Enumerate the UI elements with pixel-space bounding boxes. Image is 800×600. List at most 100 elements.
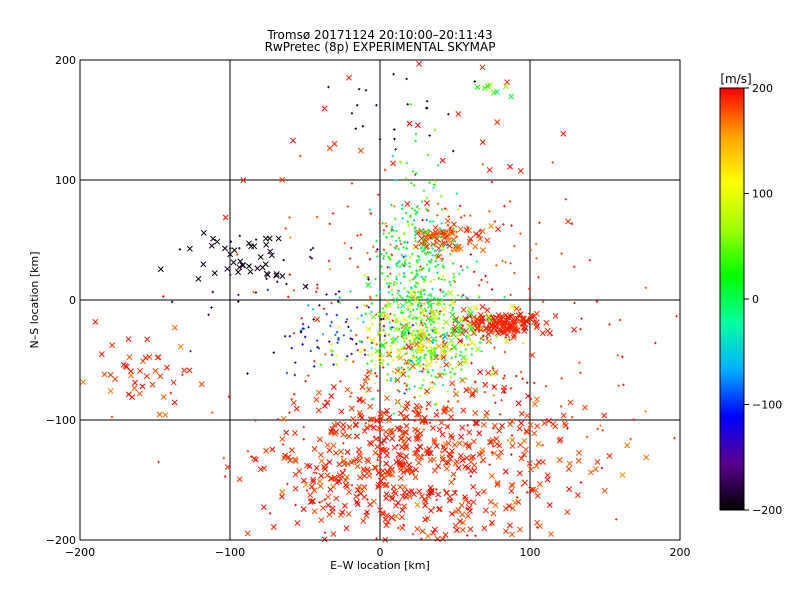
scatter-point <box>439 288 442 291</box>
scatter-point <box>466 225 469 229</box>
scatter-point <box>351 338 354 341</box>
scatter-point <box>477 284 481 287</box>
scatter-point <box>424 275 427 279</box>
scatter-point <box>129 394 136 401</box>
x-tick-label: 0 <box>377 546 384 559</box>
scatter-point <box>427 269 431 272</box>
scatter-point <box>387 333 391 336</box>
scatter-point <box>462 315 469 322</box>
scatter-point <box>510 224 513 227</box>
scatter-point <box>502 528 509 535</box>
scatter-point <box>403 340 406 343</box>
scatter-point <box>368 312 371 315</box>
scatter-point <box>474 84 481 91</box>
scatter-point <box>281 455 288 461</box>
scatter-point <box>426 317 429 320</box>
scatter-point <box>416 210 419 214</box>
scatter-point <box>328 429 335 436</box>
scatter-point <box>447 400 450 403</box>
scatter-point <box>400 493 406 500</box>
scatter-point <box>494 119 501 126</box>
scatter-point <box>398 371 401 374</box>
scatter-point <box>160 394 167 400</box>
scatter-point <box>447 406 454 413</box>
scatter-point <box>399 296 402 299</box>
scatter-point <box>531 319 538 326</box>
scatter-point <box>405 247 408 250</box>
scatter-point <box>406 103 409 106</box>
scatter-point <box>395 282 399 285</box>
scatter-point <box>294 361 297 364</box>
scatter-point <box>470 320 474 323</box>
scatter-point <box>276 280 279 284</box>
scatter-point <box>508 93 515 100</box>
scatter-point <box>438 372 442 375</box>
scatter-point <box>433 183 436 186</box>
scatter-point <box>211 411 214 414</box>
scatter-point <box>402 275 406 279</box>
scatter-point <box>410 287 413 290</box>
scatter-point <box>397 467 404 474</box>
scatter-point <box>410 271 413 274</box>
scatter-point <box>448 448 455 454</box>
scatter-point <box>402 316 409 323</box>
chart-title: Tromsø 20171124 20:10:00–20:11:43 <box>266 28 492 42</box>
scatter-point <box>459 265 463 268</box>
scatter-point <box>265 277 268 280</box>
scatter-point <box>279 273 286 280</box>
scatter-point <box>443 332 446 336</box>
scatter-point <box>587 469 594 476</box>
scatter-point <box>451 455 454 458</box>
scatter-point <box>523 427 530 434</box>
scatter-point <box>338 296 341 299</box>
scatter-point <box>455 111 462 117</box>
scatter-point <box>464 513 471 520</box>
scatter-point <box>425 337 428 340</box>
scatter-point <box>379 472 386 479</box>
scatter-point <box>390 484 397 490</box>
scatter-point <box>644 410 647 413</box>
scatter-point <box>525 491 529 494</box>
scatter-point <box>461 293 465 297</box>
scatter-point <box>564 198 568 201</box>
scatter-point <box>382 324 386 328</box>
scatter-point <box>431 467 438 474</box>
scatter-point <box>98 351 105 358</box>
scatter-point <box>448 413 455 420</box>
scatter-point <box>564 509 571 515</box>
scatter-point <box>444 292 448 296</box>
scatter-point <box>414 334 421 341</box>
scatter-point <box>363 348 366 352</box>
scatter-point <box>254 238 258 241</box>
scatter-point <box>484 307 491 314</box>
scatter-point <box>380 317 383 321</box>
scatter-point <box>439 236 443 239</box>
scatter-point <box>356 104 359 107</box>
scatter-point <box>387 291 391 294</box>
scatter-point <box>402 264 406 267</box>
scatter-point <box>516 425 523 432</box>
scatter-point <box>380 511 386 517</box>
scatter-point <box>340 457 347 464</box>
scatter-point <box>422 367 425 371</box>
scatter-point <box>350 415 357 422</box>
scatter-point <box>441 244 444 248</box>
scatter-point <box>452 522 459 529</box>
scatter-point <box>478 296 481 299</box>
scatter-point <box>420 317 423 321</box>
scatter-point <box>440 443 447 450</box>
scatter-point <box>415 269 419 273</box>
scatter-point <box>469 339 476 346</box>
scatter-point <box>356 409 363 416</box>
scatter-point <box>305 489 309 492</box>
scatter-point <box>224 464 231 471</box>
scatter-point <box>491 445 495 448</box>
scatter-point <box>408 279 411 283</box>
scatter-point <box>407 375 410 378</box>
scatter-point <box>263 270 270 277</box>
scatter-point <box>441 444 444 448</box>
scatter-point <box>480 278 483 282</box>
scatter-point <box>252 456 259 463</box>
scatter-point <box>486 166 493 173</box>
scatter-point <box>466 429 473 436</box>
